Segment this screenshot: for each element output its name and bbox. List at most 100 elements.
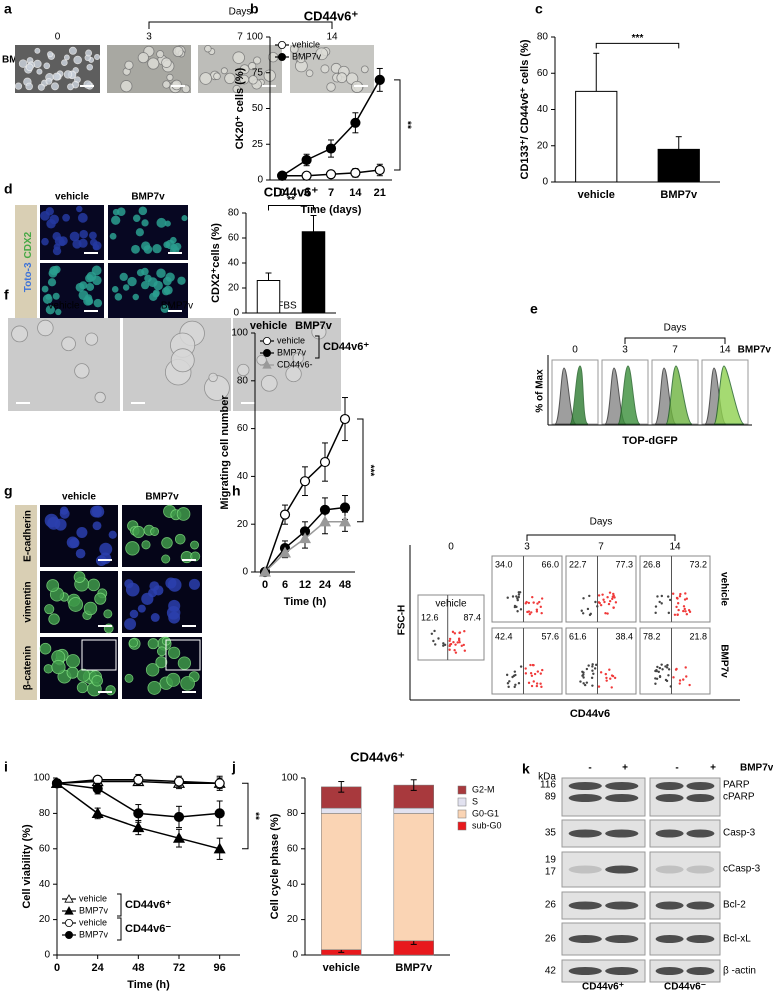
cell <box>166 73 174 81</box>
label-strip <box>15 505 37 700</box>
cell <box>37 319 54 337</box>
event-dot <box>656 665 659 669</box>
bar-segment <box>393 807 434 814</box>
gate-percent: 12.6 <box>421 612 439 622</box>
event-dot <box>506 682 510 685</box>
chart-title: CD44v6⁺ <box>304 8 359 23</box>
event-dot <box>540 685 543 689</box>
cell <box>91 505 105 518</box>
band <box>568 967 602 975</box>
cell <box>92 243 100 251</box>
stain-label: Toto-3 CDX2 <box>23 231 34 292</box>
event-dot <box>666 595 670 598</box>
cell <box>147 638 159 650</box>
timepoint-label: 7 <box>237 32 243 43</box>
event-dot <box>591 665 594 668</box>
event-dot <box>515 595 518 598</box>
row-label: β-catenin <box>23 646 34 690</box>
cell <box>66 666 79 679</box>
event-dot <box>684 592 687 595</box>
cell <box>292 352 304 364</box>
event-dot <box>519 665 523 668</box>
cell <box>163 285 173 295</box>
event-dot <box>460 644 463 647</box>
y-tick-label: 20 <box>228 283 240 294</box>
x-axis-label: Time (h) <box>284 596 327 608</box>
panel-label: g <box>4 483 13 499</box>
cell <box>180 676 195 691</box>
band <box>655 967 684 975</box>
legend-marker <box>64 906 74 915</box>
dot-plot <box>639 555 711 623</box>
event-dot <box>660 594 664 598</box>
legend-marker <box>262 349 271 358</box>
x-axis-label: TOP-dGFP <box>622 435 677 447</box>
chart-title: CD44v6⁺ <box>264 184 319 199</box>
cell <box>74 363 90 379</box>
cell <box>177 276 186 285</box>
legend-label: G0-G1 <box>472 808 499 818</box>
mw-marker: 19 <box>545 855 557 866</box>
point <box>325 169 337 180</box>
gate-percent: 77.3 <box>615 559 633 569</box>
band <box>568 794 602 802</box>
event-dot <box>593 667 597 670</box>
days-label: Days <box>590 517 613 528</box>
event-dot <box>535 684 539 688</box>
legend-label: CD44v6- <box>277 359 313 369</box>
gate-percent: 73.2 <box>689 559 707 569</box>
event-dot <box>597 594 601 597</box>
x-tick-label: vehicle <box>323 962 360 974</box>
cell <box>51 82 59 91</box>
event-dot <box>517 593 521 596</box>
event-dot <box>658 600 661 604</box>
x-tick-label: 0 <box>279 187 285 199</box>
event-dot <box>530 684 534 688</box>
event-dot <box>678 679 682 682</box>
event-dot <box>511 595 515 598</box>
cell <box>296 53 306 64</box>
cell <box>85 49 93 57</box>
y-tick-label: 60 <box>287 843 299 854</box>
event-dot <box>514 683 517 686</box>
x-tick-label: 12 <box>299 579 311 591</box>
event-dot <box>678 682 681 685</box>
event-dot <box>506 596 509 599</box>
cell <box>162 276 172 286</box>
cell <box>47 278 57 287</box>
significance-bracket <box>394 79 401 171</box>
cell <box>289 44 299 54</box>
cell <box>150 613 160 622</box>
event-dot <box>507 685 510 689</box>
timepoint-label: 0 <box>448 542 454 553</box>
y-tick-label: 60 <box>228 233 240 244</box>
cell <box>52 72 61 81</box>
y-axis-label: % of Max <box>535 369 546 413</box>
cell <box>181 215 188 222</box>
cell <box>33 59 42 69</box>
band <box>605 935 639 943</box>
event-dot <box>513 670 517 673</box>
timepoint-label: 14 <box>669 542 681 553</box>
event-dot <box>664 678 668 682</box>
cell <box>135 228 144 237</box>
event-dot <box>597 685 601 688</box>
event-dot <box>608 668 611 671</box>
column-label: BMP7v <box>145 492 179 503</box>
cell <box>156 268 166 278</box>
cell <box>137 52 149 64</box>
histogram-gfp <box>713 365 745 425</box>
event-dot <box>582 597 585 600</box>
event-dot <box>660 602 663 605</box>
cell <box>86 282 95 291</box>
bar <box>657 148 700 183</box>
event-dot <box>683 607 686 611</box>
event-dot <box>658 666 662 670</box>
legend-group-label: CD44v6⁺ <box>323 341 369 353</box>
event-dot <box>592 672 595 676</box>
significance-label: ** <box>401 121 412 129</box>
stain-name: Toto-3 <box>23 262 34 292</box>
band <box>568 829 602 838</box>
event-dot <box>580 609 583 612</box>
event-dot <box>682 678 685 681</box>
